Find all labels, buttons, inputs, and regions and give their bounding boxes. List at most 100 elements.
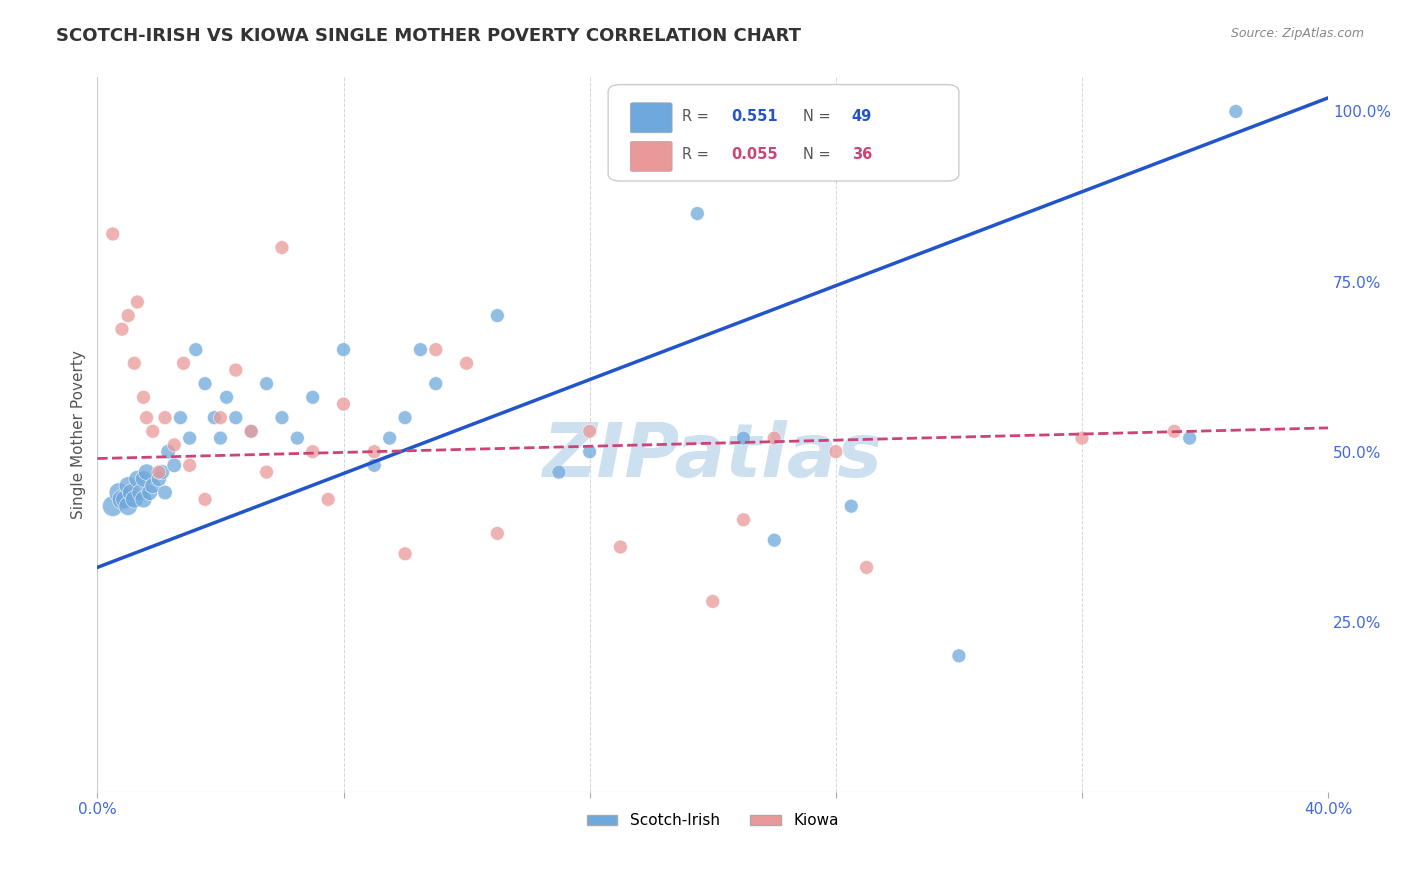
Point bbox=[202, 410, 225, 425]
Legend: Scotch-Irish, Kiowa: Scotch-Irish, Kiowa bbox=[581, 807, 845, 834]
Point bbox=[256, 465, 278, 479]
Point bbox=[332, 343, 354, 357]
Point bbox=[179, 431, 201, 445]
Point bbox=[135, 465, 157, 479]
Text: 49: 49 bbox=[852, 109, 872, 124]
Text: 0.055: 0.055 bbox=[731, 147, 778, 162]
Point bbox=[169, 410, 191, 425]
Point bbox=[179, 458, 201, 473]
Text: N =: N = bbox=[803, 109, 835, 124]
Point bbox=[824, 444, 846, 458]
Point bbox=[301, 390, 323, 404]
Text: N =: N = bbox=[803, 147, 835, 162]
Point bbox=[101, 227, 124, 241]
FancyBboxPatch shape bbox=[630, 103, 672, 133]
Point bbox=[111, 492, 134, 507]
Text: R =: R = bbox=[682, 147, 713, 162]
Point bbox=[153, 485, 176, 500]
Point bbox=[157, 444, 180, 458]
Point bbox=[132, 492, 155, 507]
Point bbox=[256, 376, 278, 391]
Point bbox=[733, 431, 755, 445]
Point bbox=[117, 499, 139, 513]
Point bbox=[316, 492, 339, 507]
Point bbox=[142, 425, 165, 439]
Y-axis label: Single Mother Poverty: Single Mother Poverty bbox=[72, 351, 86, 519]
Point bbox=[194, 492, 217, 507]
FancyBboxPatch shape bbox=[609, 85, 959, 181]
Point bbox=[409, 343, 432, 357]
Point bbox=[148, 465, 170, 479]
Point bbox=[124, 492, 146, 507]
Point bbox=[240, 425, 263, 439]
Point bbox=[285, 431, 308, 445]
Point bbox=[456, 356, 478, 370]
Point bbox=[733, 513, 755, 527]
Point bbox=[111, 322, 134, 336]
Point bbox=[763, 431, 786, 445]
Point bbox=[240, 425, 263, 439]
Point bbox=[486, 526, 509, 541]
Point bbox=[129, 485, 152, 500]
Point bbox=[127, 295, 149, 310]
Point bbox=[763, 533, 786, 548]
Point bbox=[173, 356, 195, 370]
Point bbox=[1071, 431, 1094, 445]
Text: R =: R = bbox=[682, 109, 713, 124]
Point bbox=[332, 397, 354, 411]
Point bbox=[271, 410, 294, 425]
Point bbox=[609, 540, 631, 554]
Point bbox=[839, 499, 862, 513]
Point bbox=[394, 547, 416, 561]
Point bbox=[117, 479, 139, 493]
Point bbox=[194, 376, 217, 391]
Point bbox=[702, 594, 724, 608]
Point bbox=[132, 472, 155, 486]
Point bbox=[124, 356, 146, 370]
Point bbox=[301, 444, 323, 458]
Text: ZIPatlas: ZIPatlas bbox=[543, 419, 883, 492]
Point bbox=[120, 485, 142, 500]
Point bbox=[548, 465, 571, 479]
FancyBboxPatch shape bbox=[630, 142, 672, 171]
Point bbox=[1178, 431, 1201, 445]
Point bbox=[101, 499, 124, 513]
Point bbox=[127, 472, 149, 486]
Point bbox=[578, 425, 600, 439]
Point bbox=[163, 438, 186, 452]
Point bbox=[184, 343, 207, 357]
Point bbox=[135, 410, 157, 425]
Point bbox=[425, 376, 447, 391]
Point bbox=[686, 206, 709, 220]
Point bbox=[578, 444, 600, 458]
Point bbox=[142, 479, 165, 493]
Point bbox=[108, 485, 131, 500]
Text: SCOTCH-IRISH VS KIOWA SINGLE MOTHER POVERTY CORRELATION CHART: SCOTCH-IRISH VS KIOWA SINGLE MOTHER POVE… bbox=[56, 27, 801, 45]
Point bbox=[425, 343, 447, 357]
Point bbox=[132, 390, 155, 404]
Point bbox=[363, 444, 385, 458]
Point bbox=[1163, 425, 1185, 439]
Point bbox=[148, 472, 170, 486]
Point bbox=[138, 485, 160, 500]
Point bbox=[1225, 104, 1247, 119]
Point bbox=[117, 309, 139, 323]
Point bbox=[363, 458, 385, 473]
Point bbox=[378, 431, 401, 445]
Point bbox=[209, 431, 232, 445]
Point bbox=[215, 390, 238, 404]
Text: 36: 36 bbox=[852, 147, 872, 162]
Point bbox=[153, 410, 176, 425]
Point bbox=[163, 458, 186, 473]
Point bbox=[948, 648, 970, 663]
Point bbox=[114, 492, 136, 507]
Point bbox=[225, 410, 247, 425]
Point bbox=[150, 465, 173, 479]
Point bbox=[855, 560, 877, 574]
Point bbox=[486, 309, 509, 323]
Point bbox=[394, 410, 416, 425]
Text: 0.551: 0.551 bbox=[731, 109, 778, 124]
Point bbox=[225, 363, 247, 377]
Text: Source: ZipAtlas.com: Source: ZipAtlas.com bbox=[1230, 27, 1364, 40]
Point bbox=[209, 410, 232, 425]
